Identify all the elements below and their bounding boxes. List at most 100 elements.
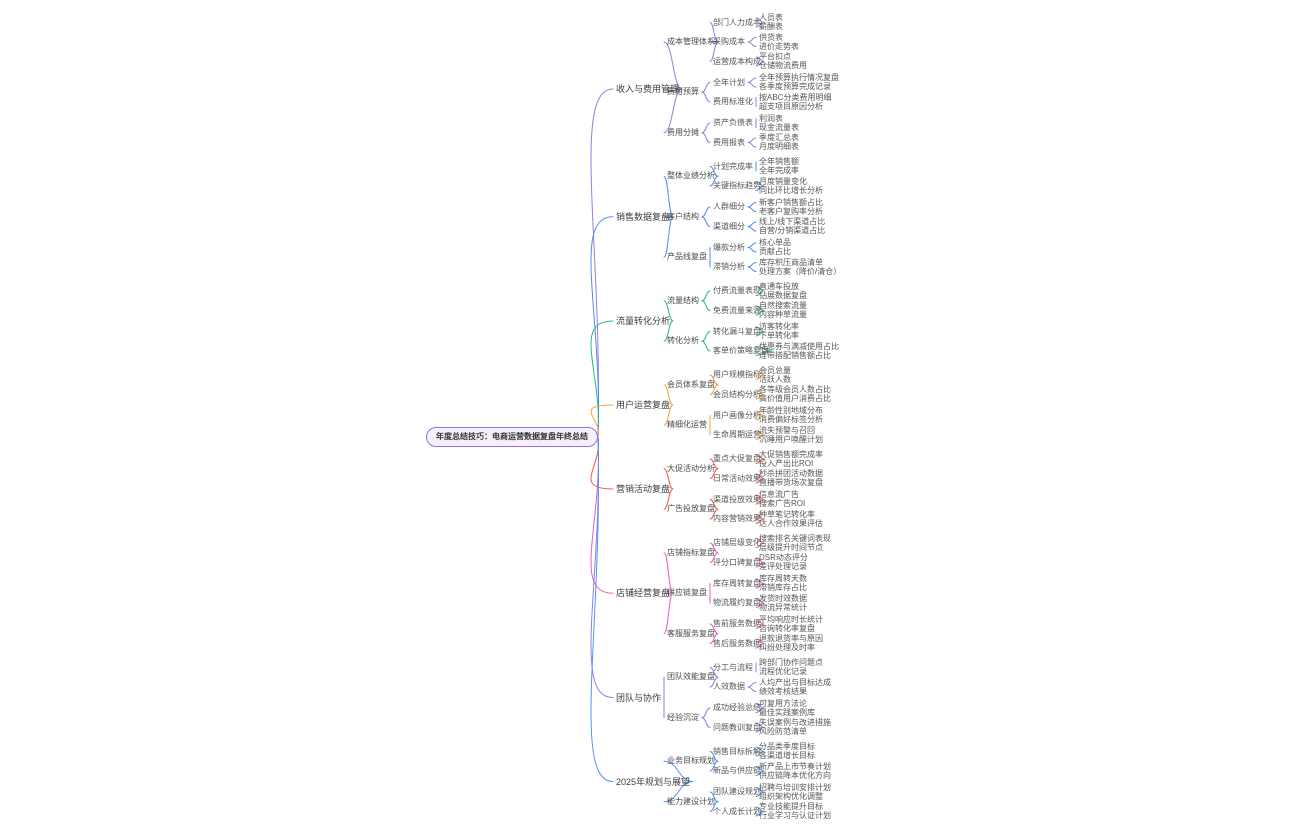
sub-subtopic[interactable]: 团队建设规划 [713, 787, 761, 796]
leaf-topic[interactable]: 超支项目原因分析 [759, 101, 823, 111]
subtopic[interactable]: 费用分摊 [667, 127, 699, 137]
leaf-topic[interactable]: 库存周转天数 [759, 574, 807, 583]
leaf-topic[interactable]: 物流异常统计 [759, 602, 807, 612]
leaf-topic[interactable]: 各渠道增长目标 [759, 751, 815, 760]
leaf-topic[interactable]: DSR动态评分 [759, 553, 808, 562]
leaf-topic[interactable]: 信息流广告 [759, 490, 799, 499]
leaf-topic[interactable]: 会员总量 [759, 365, 791, 375]
leaf-topic[interactable]: 组织架构优化调整 [759, 791, 823, 801]
leaf-topic[interactable]: 优惠券与满减使用占比 [759, 341, 839, 351]
leaf-topic[interactable]: 咨询转化率复盘 [759, 623, 815, 633]
sub-subtopic[interactable]: 部门人力成本 [713, 17, 761, 27]
sub-subtopic[interactable]: 售后服务数据 [713, 638, 761, 648]
leaf-topic[interactable]: 滞销库存占比 [759, 583, 807, 592]
leaf-topic[interactable]: 行业学习与认证计划 [759, 811, 831, 820]
leaf-topic[interactable]: 访客转化率 [759, 322, 799, 331]
leaf-topic[interactable]: 全年销售额 [759, 157, 799, 166]
leaf-topic[interactable]: 达人合作效果评估 [759, 518, 823, 528]
sub-subtopic[interactable]: 问题教训复盘 [713, 722, 761, 732]
central-topic[interactable]: 年度总结技巧：电商运营数据复盘年终总结 [426, 427, 598, 447]
leaf-topic[interactable]: 人员表 [759, 13, 783, 22]
sub-subtopic[interactable]: 生命周期运营 [713, 430, 761, 439]
sub-subtopic[interactable]: 用户规模指标 [713, 370, 761, 379]
leaf-topic[interactable]: 纠纷处理及时率 [759, 643, 815, 652]
sub-subtopic[interactable]: 内容营销效果 [713, 514, 761, 523]
sub-subtopic[interactable]: 免费流量来源 [713, 305, 761, 315]
sub-subtopic[interactable]: 评分口碑复盘 [713, 557, 761, 567]
sub-subtopic[interactable]: 转化漏斗复盘 [713, 326, 761, 336]
leaf-topic[interactable]: 处理方案（降价/清仓） [759, 266, 842, 276]
leaf-topic[interactable]: 分品类季度目标 [759, 742, 815, 751]
sub-subtopic[interactable]: 爆款分析 [713, 242, 745, 252]
sub-subtopic[interactable]: 个人成长计划 [713, 806, 761, 816]
subtopic[interactable]: 会员体系复盘 [667, 379, 715, 389]
leaf-topic[interactable]: 平均响应时长统计 [759, 614, 823, 624]
leaf-topic[interactable]: 招聘与培训安排计划 [759, 782, 831, 792]
leaf-topic[interactable]: 搜索排名关键词表现 [759, 533, 831, 543]
leaf-topic[interactable]: 按ABC分类费用明细 [759, 92, 832, 102]
leaf-topic[interactable]: 供应链降本优化方向 [759, 770, 831, 780]
branch-topic[interactable]: 营销活动复盘 [616, 484, 671, 494]
leaf-topic[interactable]: 全年预算执行情况复盘 [759, 73, 839, 82]
sub-subtopic[interactable]: 新品与供应链 [713, 766, 761, 775]
leaf-topic[interactable]: 年龄性别地域分布 [759, 406, 823, 415]
sub-subtopic[interactable]: 重点大促复盘 [713, 454, 761, 463]
leaf-topic[interactable]: 下单转化率 [759, 331, 799, 340]
sub-subtopic[interactable]: 销售目标拆解 [713, 746, 761, 756]
leaf-topic[interactable]: 现金流量表 [759, 122, 799, 132]
leaf-topic[interactable]: 大促销售额完成率 [759, 449, 823, 459]
branch-topic[interactable]: 店铺经营复盘 [616, 588, 671, 599]
sub-subtopic[interactable]: 库存周转复盘 [713, 578, 761, 588]
sub-subtopic[interactable]: 滞销分析 [713, 262, 745, 271]
leaf-topic[interactable]: 薪酬表 [759, 22, 783, 31]
sub-subtopic[interactable]: 人效数据 [713, 682, 745, 691]
subtopic[interactable]: 转化分析 [667, 336, 699, 346]
sub-subtopic[interactable]: 付费流量表现 [713, 286, 761, 295]
subtopic[interactable]: 成本管理体系 [667, 37, 715, 46]
leaf-topic[interactable]: 层级提升时间节点 [759, 542, 823, 552]
branch-topic[interactable]: 2025年规划与展望 [616, 776, 691, 787]
sub-subtopic[interactable]: 费用报表 [713, 137, 745, 147]
leaf-topic[interactable]: 高价值用户消费占比 [759, 394, 831, 403]
leaf-topic[interactable]: 月度明细表 [759, 142, 799, 151]
leaf-topic[interactable]: 进价走势表 [759, 41, 799, 51]
leaf-topic[interactable]: 种草笔记转化率 [759, 509, 815, 519]
leaf-topic[interactable]: 专业技能提升目标 [759, 802, 823, 811]
leaf-topic[interactable]: 沉睡用户唤醒计划 [759, 434, 823, 444]
leaf-topic[interactable]: 发货时效数据 [759, 593, 807, 603]
leaf-topic[interactable]: 投入产出比ROI [759, 458, 814, 468]
leaf-topic[interactable]: 全年完成率 [759, 166, 799, 175]
subtopic[interactable]: 大促活动分析 [667, 463, 715, 473]
subtopic[interactable]: 店铺指标复盘 [667, 547, 715, 557]
leaf-topic[interactable]: 失误案例与改进措施 [759, 718, 831, 727]
sub-subtopic[interactable]: 物流履约复盘 [713, 598, 761, 607]
sub-subtopic[interactable]: 采购成本 [713, 37, 745, 46]
subtopic[interactable]: 费用预算 [667, 87, 699, 97]
branch-topic[interactable]: 用户运营复盘 [616, 400, 671, 410]
leaf-topic[interactable]: 利润表 [759, 113, 783, 123]
sub-subtopic[interactable]: 分工与流程 [713, 662, 753, 672]
sub-subtopic[interactable]: 渠道投放效果 [713, 494, 761, 504]
sub-subtopic[interactable]: 全年计划 [713, 77, 745, 87]
leaf-topic[interactable]: 月度销量变化 [759, 176, 807, 186]
sub-subtopic[interactable]: 人群细分 [713, 202, 745, 211]
leaf-topic[interactable]: 各等级会员人数占比 [759, 385, 831, 394]
leaf-topic[interactable]: 供货表 [759, 32, 783, 42]
sub-subtopic[interactable]: 渠道细分 [713, 221, 745, 231]
leaf-topic[interactable]: 季度汇总表 [759, 133, 799, 142]
sub-subtopic[interactable]: 用户画像分析 [713, 410, 761, 420]
leaf-topic[interactable]: 平台扣点 [759, 52, 791, 61]
leaf-topic[interactable]: 新客户销售额占比 [759, 197, 823, 207]
subtopic[interactable]: 精细化运营 [667, 420, 707, 430]
subtopic[interactable]: 客服服务复盘 [667, 628, 715, 638]
leaf-topic[interactable]: 绩效考核结果 [759, 686, 807, 696]
leaf-topic[interactable]: 自然搜索流量 [759, 301, 807, 310]
subtopic[interactable]: 经验沉淀 [667, 712, 699, 722]
leaf-topic[interactable]: 内容种草流量 [759, 310, 807, 319]
leaf-topic[interactable]: 贡献占比 [759, 247, 791, 256]
leaf-topic[interactable]: 搜索广告ROI [759, 499, 806, 508]
leaf-topic[interactable]: 新产品上市节奏计划 [759, 761, 831, 771]
leaf-topic[interactable]: 同比环比增长分析 [759, 185, 823, 195]
subtopic[interactable]: 供应链复盘 [667, 588, 707, 598]
sub-subtopic[interactable]: 资产负债表 [713, 118, 753, 127]
